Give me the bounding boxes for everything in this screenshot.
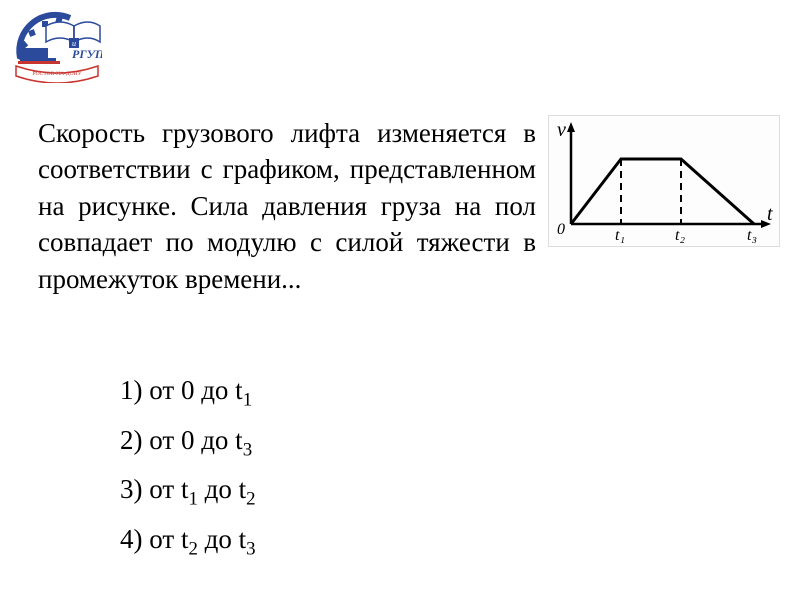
answer-num: 3) <box>120 474 143 504</box>
answer-option-4: 4) от t2 до t3 <box>120 519 256 564</box>
answer-sub: 1 <box>188 489 197 510</box>
logo-text-top: РГУПС <box>72 47 102 61</box>
answer-sub: 2 <box>246 489 255 510</box>
answer-text: от t <box>149 524 188 554</box>
answer-option-2: 2) от 0 до t3 <box>120 420 256 465</box>
institution-logo: u РГУПС РОСТОВ-НА-ДОНУ <box>12 8 102 83</box>
logo-text-bottom: РОСТОВ-НА-ДОНУ <box>33 71 82 77</box>
question-text: Скорость грузового лифта изменяется в со… <box>38 115 536 297</box>
tick-t1: t₁ <box>615 227 625 244</box>
graph-line <box>571 159 754 224</box>
answer-sub: 1 <box>243 389 252 410</box>
answer-sub: 3 <box>243 439 252 460</box>
velocity-time-graph: v t 0 t₁ t₂ t₃ <box>548 115 780 247</box>
answer-sub: 3 <box>246 538 255 559</box>
answer-text: до t <box>198 524 246 554</box>
answer-num: 2) <box>120 425 143 455</box>
x-axis-label: t <box>767 203 773 225</box>
tick-t2: t₂ <box>675 227 685 244</box>
answer-sub: 2 <box>188 538 197 559</box>
answer-text: от t <box>149 474 188 504</box>
answer-num: 4) <box>120 524 143 554</box>
answer-num: 1) <box>120 375 143 405</box>
answer-option-3: 3) от t1 до t2 <box>120 469 256 514</box>
answer-option-1: 1) от 0 до t1 <box>120 370 256 415</box>
answer-text: до t <box>198 474 246 504</box>
answer-text: от 0 до t <box>149 375 242 405</box>
y-axis-label: v <box>557 119 566 141</box>
origin-label: 0 <box>557 221 565 238</box>
tick-t3: t₃ <box>747 227 757 244</box>
answer-text: от 0 до t <box>149 425 242 455</box>
answer-list: 1) от 0 до t1 2) от 0 до t3 3) от t1 до … <box>120 370 256 569</box>
